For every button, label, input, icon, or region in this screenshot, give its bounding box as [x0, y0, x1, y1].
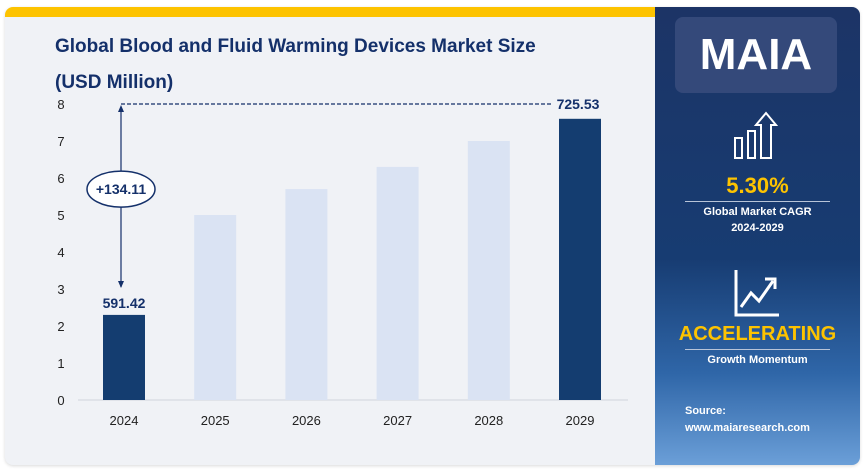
x-tick-label: 2025	[201, 413, 230, 428]
cagr-period: 2024-2029	[731, 222, 784, 234]
divider	[685, 201, 830, 202]
bar-2027	[376, 166, 419, 400]
x-tick-label: 2024	[110, 413, 139, 428]
source: Source: www.maiaresearch.com	[685, 403, 810, 437]
y-tick-label: 1	[57, 356, 64, 371]
line-chart-trend-icon	[734, 270, 779, 317]
y-tick-label: 0	[57, 393, 64, 408]
summary-panel: MAIA 5.30% Global Market CAGR 2024-2029 …	[655, 7, 860, 465]
momentum-label: Growth Momentum	[707, 354, 808, 366]
x-tick-label: 2029	[566, 413, 595, 428]
y-tick-label: 7	[57, 134, 64, 149]
y-tick-label: 5	[57, 208, 64, 223]
data-label-2029: 725.53	[557, 96, 600, 112]
difference-badge	[86, 170, 156, 208]
title-line-2: (USD Million)	[55, 72, 174, 93]
arrow-head-up	[118, 105, 124, 112]
data-label-2024: 591.42	[103, 295, 146, 311]
x-tick-label: 2027	[383, 413, 412, 428]
bar-2025	[194, 215, 237, 400]
y-tick-label: 8	[57, 97, 64, 112]
accent-bar	[5, 7, 655, 17]
bar-2026	[285, 189, 328, 400]
y-tick-label: 2	[57, 319, 64, 334]
infographic-card: Global Blood and Fluid Warming Devices M…	[5, 7, 860, 465]
source-label: Source:	[685, 405, 726, 417]
y-tick-label: 6	[57, 171, 64, 186]
bar-chart: 0 1 2 3 4 5 6 7 8 2024 2025 2026 2027 2028 2029 591.42 7…	[57, 96, 628, 428]
maia-logo: MAIA	[675, 17, 837, 93]
cagr-value: 5.30%	[726, 173, 789, 198]
bar-2029	[559, 118, 601, 401]
divider	[685, 349, 830, 350]
x-tick-label: 2026	[292, 413, 321, 428]
bar-chart-up-arrow-icon	[734, 111, 779, 159]
bar-2024	[103, 314, 145, 400]
cagr-label: Global Market CAGR	[703, 206, 812, 218]
difference-label: +134.11	[96, 181, 146, 197]
x-tick-label: 2028	[474, 413, 503, 428]
source-url: www.maiaresearch.com	[685, 422, 810, 434]
y-tick-label: 3	[57, 282, 64, 297]
y-tick-label: 4	[57, 245, 64, 260]
arrow-head-down	[118, 281, 124, 288]
chart-title: Global Blood and Fluid Warming Devices M…	[55, 29, 615, 101]
title-line-1: Global Blood and Fluid Warming Devices M…	[55, 36, 536, 57]
momentum-value: ACCELERATING	[678, 323, 837, 345]
bar-2028	[467, 141, 510, 400]
